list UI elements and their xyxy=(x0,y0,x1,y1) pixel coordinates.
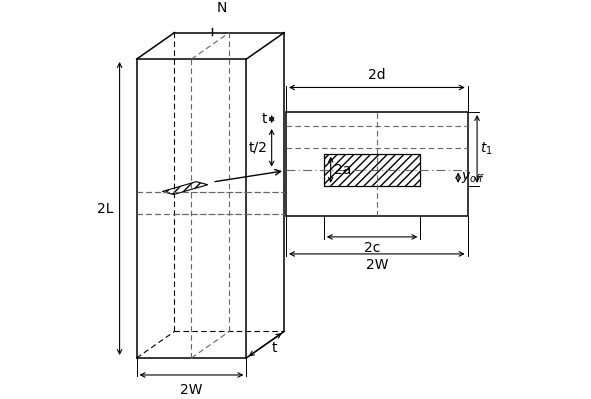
Text: N: N xyxy=(217,1,227,15)
Bar xyxy=(324,154,420,186)
Text: 2a: 2a xyxy=(334,163,351,177)
Text: $y_{off}$: $y_{off}$ xyxy=(461,170,486,185)
Bar xyxy=(286,112,467,216)
Text: t/2: t/2 xyxy=(248,141,267,155)
Text: 2W: 2W xyxy=(366,258,388,272)
Text: 2L: 2L xyxy=(98,201,114,215)
Text: 2c: 2c xyxy=(364,241,380,255)
Text: 2d: 2d xyxy=(368,68,386,82)
Text: t: t xyxy=(262,112,267,126)
Text: $t_1$: $t_1$ xyxy=(480,141,493,157)
Text: t: t xyxy=(272,342,278,356)
Text: 2W: 2W xyxy=(180,383,203,397)
Polygon shape xyxy=(163,182,207,195)
